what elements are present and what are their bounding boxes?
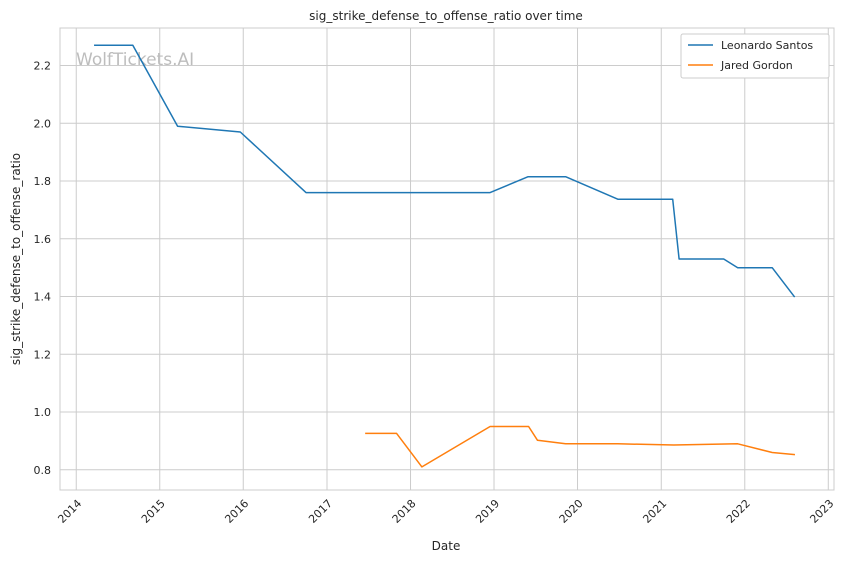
y-axis-title: sig_strike_defense_to_offense_ratio — [9, 153, 23, 365]
y-tick-label: 2.2 — [34, 60, 52, 73]
x-axis-title: Date — [432, 539, 461, 553]
y-tick-labels: 0.8 1.0 1.2 1.4 1.6 1.8 2.0 2.2 — [34, 60, 52, 477]
grid — [60, 28, 834, 490]
legend: Leonardo Santos Jared Gordon — [680, 33, 830, 79]
y-tick-label: 0.8 — [34, 464, 52, 477]
watermark: WolfTickets.AI — [76, 50, 194, 70]
y-tick-label: 1.6 — [34, 233, 52, 246]
y-tick-label: 1.2 — [34, 348, 52, 361]
chart-title: sig_strike_defense_to_offense_ratio over… — [309, 9, 583, 23]
series-line-jared-gordon — [365, 425, 796, 468]
y-tick-label: 1.0 — [34, 406, 52, 419]
legend-label: Leonardo Santos — [721, 39, 813, 52]
series-line-leonardo-santos — [94, 44, 796, 298]
y-tick-label: 1.4 — [34, 291, 52, 304]
plot-area-frame — [59, 27, 835, 491]
series-layer — [94, 44, 796, 468]
legend-label: Jared Gordon — [720, 59, 793, 72]
legend-box — [680, 33, 830, 79]
y-tick-label: 2.0 — [34, 117, 52, 130]
y-tick-label: 1.8 — [34, 175, 52, 188]
